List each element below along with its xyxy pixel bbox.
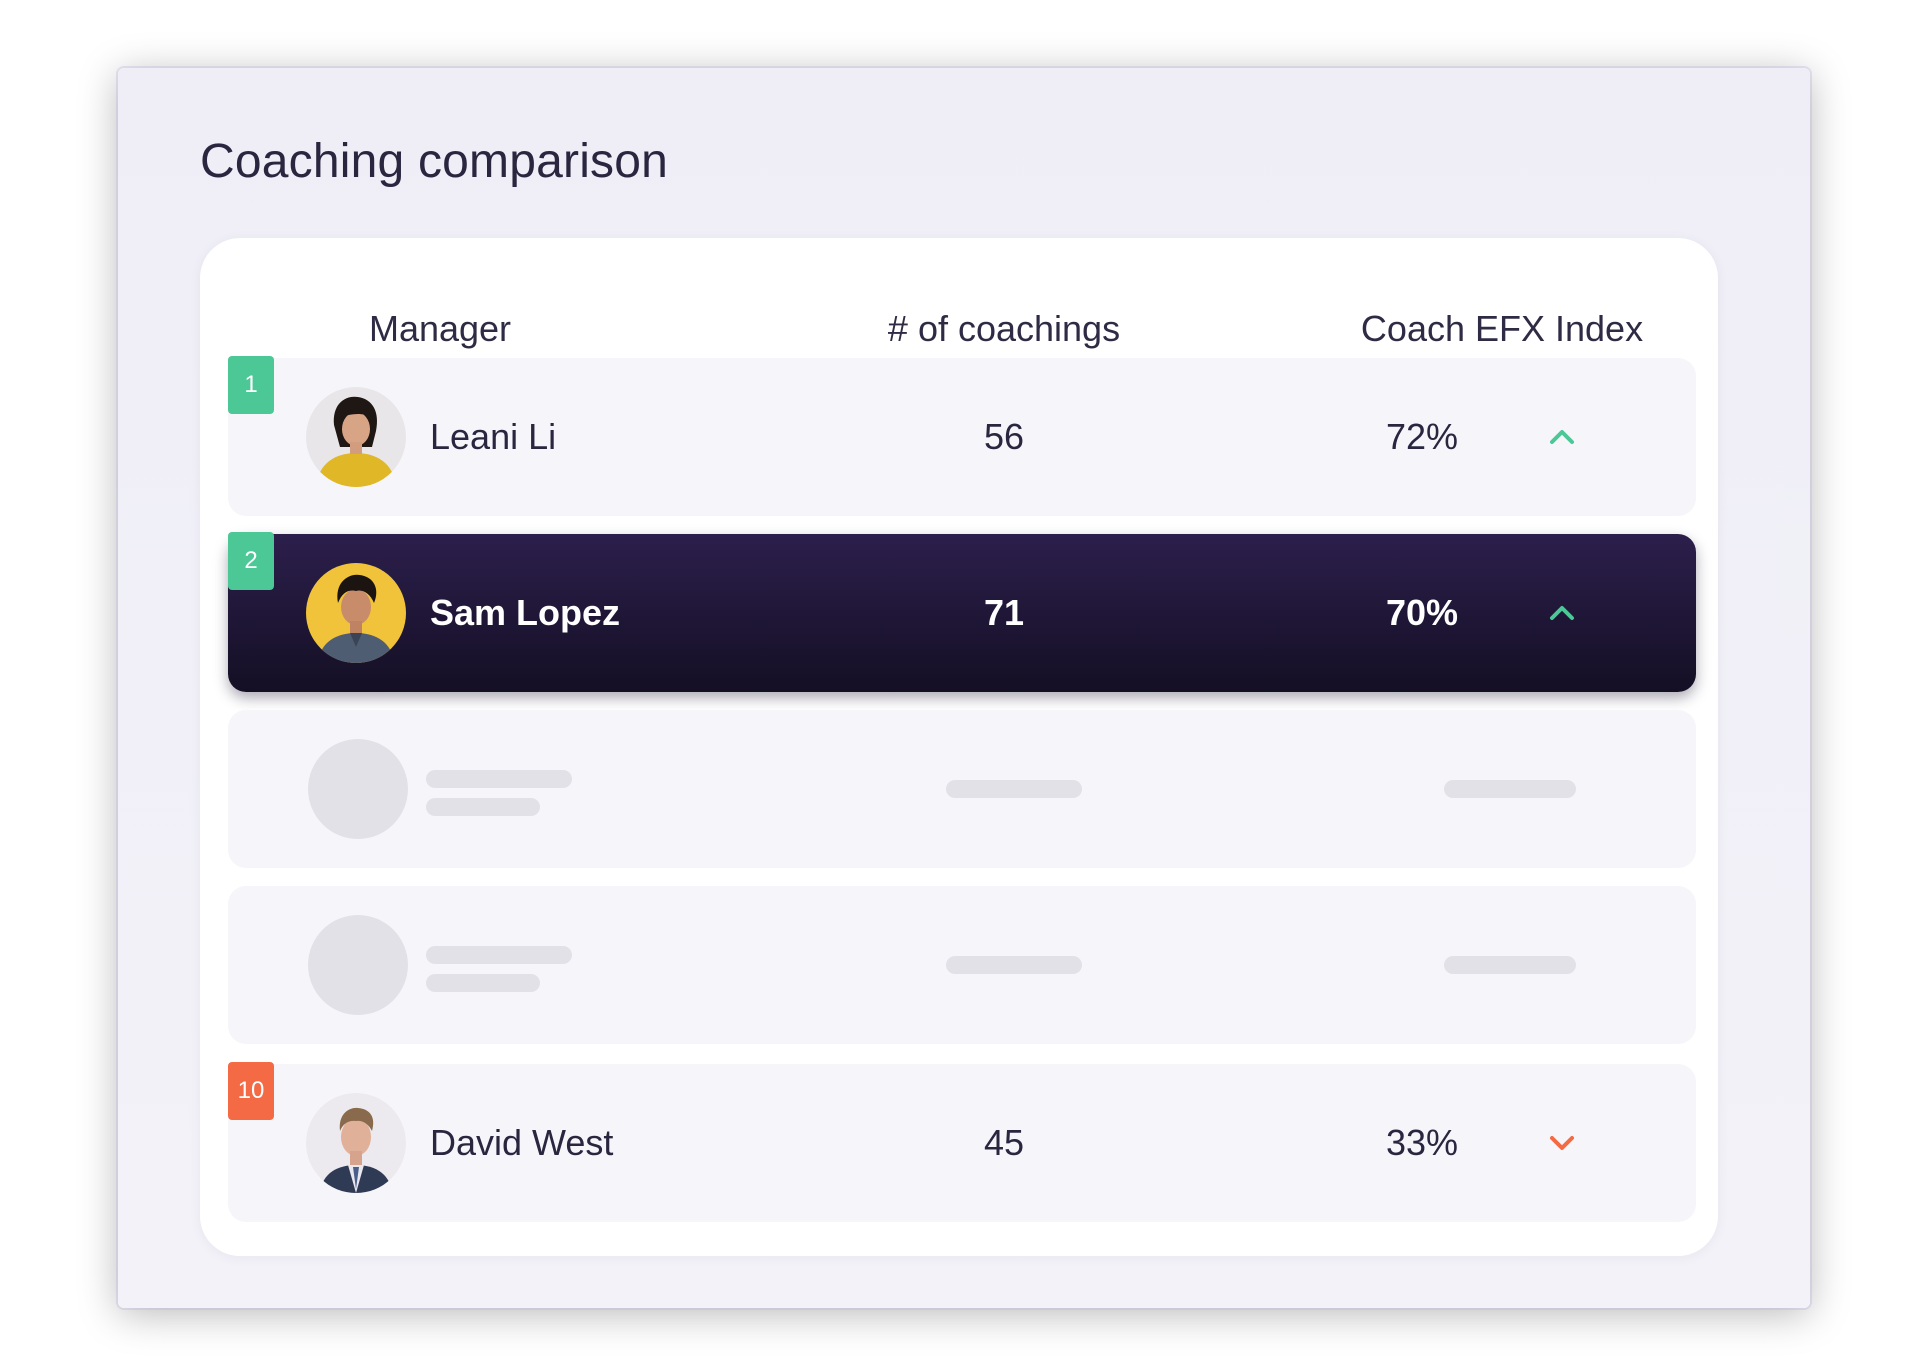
trend-down-icon (1550, 1136, 1574, 1150)
rank-badge: 10 (228, 1062, 274, 1120)
portrait-david-west-icon (306, 1093, 406, 1193)
placeholder-bar (1444, 956, 1576, 974)
placeholder-bar (1444, 780, 1576, 798)
placeholder-bar (946, 780, 1082, 798)
placeholder-bar (426, 798, 540, 816)
avatar (306, 387, 406, 487)
coaching-comparison-panel: Coaching comparison Manager # of coachin… (118, 68, 1810, 1308)
coachings-count: 71 (983, 592, 1025, 633)
placeholder-bar (426, 770, 572, 788)
column-header-manager: Manager (368, 308, 512, 349)
trend-up-icon (1550, 430, 1574, 444)
table-row-highlighted[interactable]: 2 Sam Lopez 71 70% (228, 532, 1696, 692)
efx-index-value: 33% (1385, 1122, 1458, 1163)
placeholder-row (228, 710, 1696, 868)
manager-name: David West (430, 1122, 614, 1163)
trend-up-icon (1550, 606, 1574, 620)
efx-index-value: 72% (1385, 416, 1458, 457)
portrait-sam-lopez-icon (306, 563, 406, 663)
manager-name: Sam Lopez (430, 592, 621, 633)
rank-badge: 1 (228, 356, 274, 414)
portrait-leani-li-icon (306, 387, 406, 487)
avatar (306, 1093, 406, 1193)
table-row[interactable]: 1 Leani Li 56 72% (228, 356, 1696, 516)
column-header-efx-index: Coach EFX Index (1360, 308, 1644, 349)
placeholder-bar (426, 974, 540, 992)
page-title: Coaching comparison (200, 135, 669, 188)
manager-name: Leani Li (430, 416, 557, 457)
placeholder-bar (426, 946, 572, 964)
placeholder-avatar (308, 739, 408, 839)
rank-badge: 2 (228, 532, 274, 590)
table-row[interactable]: 10 David West 45 33% (228, 1062, 1696, 1222)
comparison-table: Manager # of coachings Coach EFX Index 1… (200, 238, 1718, 1256)
coachings-count: 56 (983, 416, 1025, 457)
placeholder-avatar (308, 915, 408, 1015)
placeholder-bar (946, 956, 1082, 974)
efx-index-value: 70% (1385, 592, 1458, 633)
coachings-count: 45 (983, 1122, 1025, 1163)
placeholder-row (228, 886, 1696, 1044)
avatar (306, 563, 406, 663)
column-header-coachings: # of coachings (887, 308, 1121, 349)
